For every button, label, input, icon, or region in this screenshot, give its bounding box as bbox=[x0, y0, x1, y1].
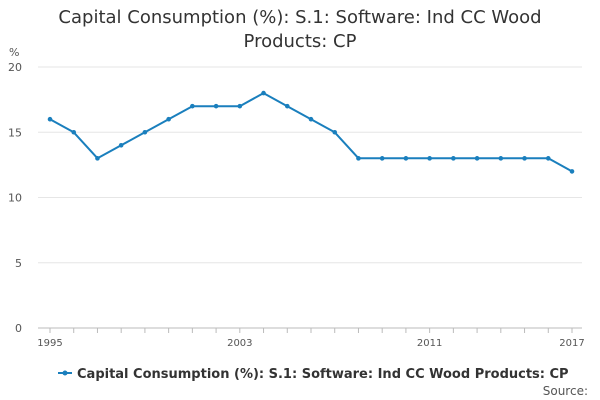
data-point-2001 bbox=[190, 103, 195, 109]
x-tick-label-2011: 2011 bbox=[417, 338, 442, 349]
data-point-2000 bbox=[166, 116, 171, 122]
data-point-2012 bbox=[451, 156, 456, 161]
data-point-2008 bbox=[356, 156, 361, 161]
y-axis-unit-label: % bbox=[9, 46, 19, 59]
x-tick-label-2003: 2003 bbox=[227, 338, 252, 349]
data-point-2016 bbox=[545, 156, 551, 161]
x-tick-label-2017: 2017 bbox=[559, 338, 584, 349]
data-point-2015 bbox=[522, 156, 527, 161]
chart-title: Capital Consumption (%): S.1: Software: … bbox=[0, 6, 600, 54]
data-point-2002 bbox=[213, 103, 219, 109]
chart-title-line-2: Products: CP bbox=[243, 31, 357, 52]
series-group bbox=[47, 90, 575, 174]
x-tick-label-1995: 1995 bbox=[37, 338, 62, 349]
chart-title-line-1: Capital Consumption (%): S.1: Software: … bbox=[58, 7, 542, 28]
gridlines bbox=[38, 66, 582, 329]
data-point-2003 bbox=[237, 103, 243, 109]
y-axis-ticks: 0 5 10 15 20 bbox=[8, 61, 22, 335]
y-tick-label-5: 5 bbox=[15, 257, 22, 270]
x-axis-ticks: 1995 2003 2011 2017 bbox=[37, 328, 585, 349]
data-point-2013 bbox=[474, 156, 480, 161]
y-tick-label-0: 0 bbox=[15, 322, 22, 335]
y-tick-label-20: 20 bbox=[8, 61, 22, 74]
data-point-2006 bbox=[308, 116, 314, 122]
data-point-2004 bbox=[261, 90, 266, 96]
legend[interactable]: Capital Consumption (%): S.1: Software: … bbox=[58, 367, 569, 382]
data-point-1999 bbox=[142, 129, 148, 135]
data-point-1995 bbox=[47, 116, 53, 122]
data-point-2010 bbox=[403, 156, 409, 161]
data-point-2009 bbox=[379, 156, 385, 161]
data-point-2011 bbox=[427, 156, 432, 161]
y-tick-label-10: 10 bbox=[8, 192, 22, 205]
data-point-1998 bbox=[118, 143, 124, 148]
data-point-1996 bbox=[71, 129, 77, 135]
legend-label: Capital Consumption (%): S.1: Software: … bbox=[77, 367, 569, 382]
data-point-2017 bbox=[569, 169, 575, 174]
source-label: Source: bbox=[543, 384, 588, 398]
data-point-2005 bbox=[284, 103, 290, 109]
data-point-1997 bbox=[95, 156, 100, 161]
data-point-2014 bbox=[498, 156, 504, 161]
data-point-2007 bbox=[332, 129, 338, 135]
y-tick-label-15: 15 bbox=[8, 126, 22, 139]
legend-marker bbox=[62, 370, 68, 376]
